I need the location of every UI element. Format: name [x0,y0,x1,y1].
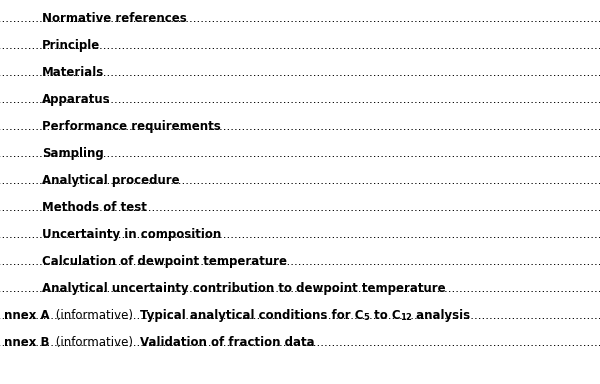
Text: Materials: Materials [42,66,104,79]
Text: Principle: Principle [42,39,100,52]
Text: Uncertainty in composition: Uncertainty in composition [42,228,221,241]
Text: ................................................................................: ........................................… [0,309,600,322]
Text: ................................................................................: ........................................… [0,120,600,133]
Text: nnex B: nnex B [4,336,49,349]
Text: ................................................................................: ........................................… [0,39,600,52]
Text: ................................................................................: ........................................… [0,282,600,295]
Text: ................................................................................: ........................................… [0,147,600,160]
Text: Performance requirements: Performance requirements [42,120,221,133]
Text: Methods of test: Methods of test [42,201,147,214]
Text: ................................................................................: ........................................… [0,255,600,268]
Text: 12: 12 [400,313,412,322]
Text: (informative): (informative) [52,309,140,322]
Text: Normative references: Normative references [42,12,187,25]
Text: Calculation of dewpoint temperature: Calculation of dewpoint temperature [42,255,287,268]
Text: ................................................................................: ........................................… [0,12,600,25]
Text: ................................................................................: ........................................… [0,228,600,241]
Text: (informative): (informative) [52,336,140,349]
Text: Apparatus: Apparatus [42,93,110,106]
Text: Analytical procedure: Analytical procedure [42,174,179,187]
Text: nnex A: nnex A [4,309,50,322]
Text: to C: to C [370,309,400,322]
Text: ................................................................................: ........................................… [0,174,600,187]
Text: ................................................................................: ........................................… [0,201,600,214]
Text: Sampling: Sampling [42,147,104,160]
Text: ................................................................................: ........................................… [0,66,600,79]
Text: ................................................................................: ........................................… [0,336,600,349]
Text: analysis: analysis [412,309,470,322]
Text: Typical analytical conditions for C: Typical analytical conditions for C [140,309,364,322]
Text: Analytical uncertainty contribution to dewpoint temperature: Analytical uncertainty contribution to d… [42,282,446,295]
Text: Validation of fraction data: Validation of fraction data [140,336,314,349]
Text: 5: 5 [364,313,370,322]
Text: ................................................................................: ........................................… [0,93,600,106]
